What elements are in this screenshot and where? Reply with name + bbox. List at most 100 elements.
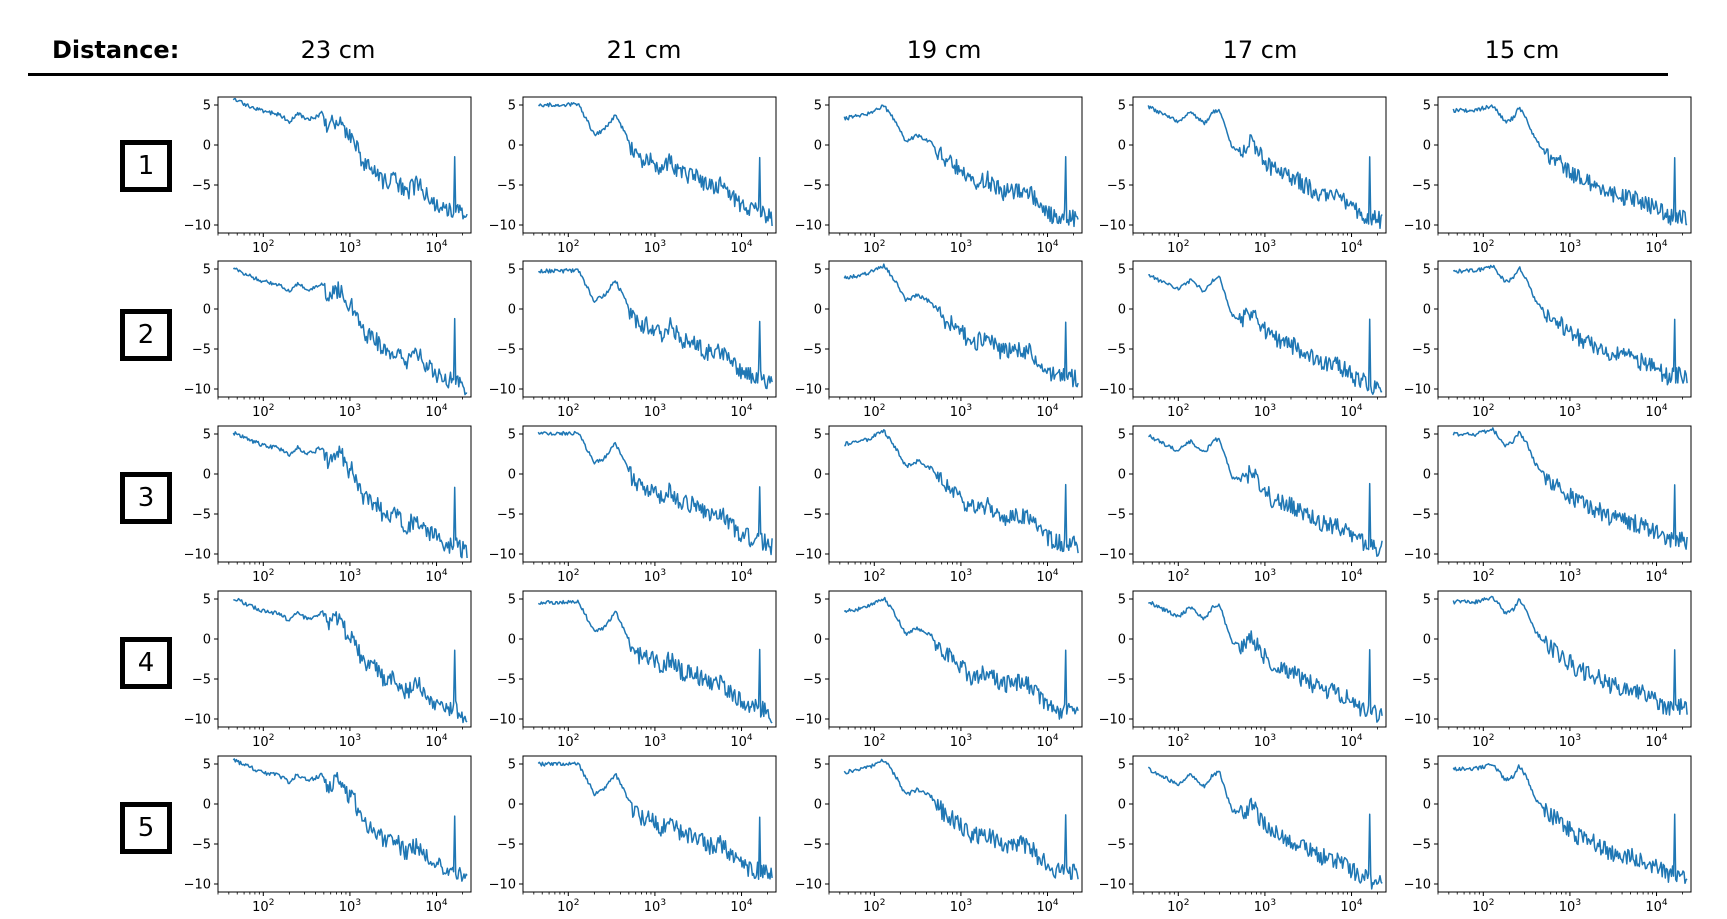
row-label-5: 5: [120, 802, 172, 854]
y-tick-label: −10: [489, 713, 516, 728]
x-tick-label: 103: [644, 403, 666, 420]
x-tick-label: 103: [644, 239, 666, 256]
y-tick-label: 0: [1118, 798, 1126, 813]
y-tick-label: −10: [184, 878, 211, 893]
axes-frame: [1437, 425, 1692, 563]
y-tick-label: 5: [814, 428, 822, 443]
axes-frame: [828, 96, 1083, 234]
spectrum-line: [843, 758, 1079, 880]
y-tick-label: 0: [508, 798, 516, 813]
x-tick-label: 102: [863, 403, 885, 420]
spectrum-line: [1452, 595, 1688, 716]
subplot-r5-c5: 5 0 −5 −10 102 103 104: [1404, 755, 1692, 915]
x-tick-label: 103: [339, 568, 361, 585]
y-tick-label: 5: [814, 99, 822, 114]
y-tick-label: 5: [508, 428, 516, 443]
y-tick-label: 5: [1423, 263, 1431, 278]
y-tick-label: 5: [508, 99, 516, 114]
x-tick-label: 103: [644, 733, 666, 750]
y-tick-label: −5: [1107, 343, 1126, 358]
x-tick-label: 102: [1167, 403, 1189, 420]
axes-frame: [1437, 590, 1692, 728]
spectrum-line: [232, 431, 468, 559]
x-tick-label: 104: [1340, 239, 1363, 256]
spectrum-line: [1148, 601, 1383, 723]
x-tick-label: 102: [863, 239, 885, 256]
x-tick-label: 102: [1167, 898, 1189, 915]
y-tick-label: −10: [1099, 383, 1126, 398]
y-tick-label: 0: [203, 139, 211, 154]
x-tick-label: 104: [1340, 898, 1363, 915]
axes-frame: [217, 590, 472, 728]
y-tick-label: 0: [1423, 633, 1431, 648]
spectrum-line: [537, 599, 773, 724]
y-tick-label: −10: [1099, 713, 1126, 728]
subplot-r5-c4: 5 0 −5 −10 102 103 104: [1099, 755, 1387, 915]
distance-label: Distance:: [52, 36, 180, 64]
y-tick-label: −5: [1412, 508, 1431, 523]
spectrum-line: [843, 104, 1079, 228]
y-tick-label: −5: [1412, 838, 1431, 853]
spectrum-line: [538, 268, 773, 390]
x-tick-label: 104: [1036, 239, 1059, 256]
x-tick-label: 104: [1036, 403, 1059, 420]
x-tick-label: 103: [950, 403, 972, 420]
column-title-3: 19 cm: [906, 36, 982, 64]
x-tick-label: 103: [644, 568, 666, 585]
axes-frame: [522, 260, 777, 398]
y-tick-label: 0: [1423, 798, 1431, 813]
y-tick-label: 5: [1423, 99, 1431, 114]
y-tick-label: −5: [192, 343, 211, 358]
axes-frame: [217, 260, 472, 398]
y-tick-label: 0: [203, 468, 211, 483]
x-tick-label: 103: [950, 239, 972, 256]
x-tick-label: 104: [1645, 898, 1668, 915]
y-tick-label: 0: [1118, 468, 1126, 483]
x-tick-label: 102: [1472, 733, 1494, 750]
spectrum-line: [538, 102, 773, 227]
spectrum-line: [844, 429, 1079, 554]
axes-frame: [1132, 425, 1387, 563]
y-tick-label: 5: [508, 263, 516, 278]
subplot-r2-c4: 5 0 −5 −10 102 103 104: [1099, 260, 1387, 420]
axes-frame: [828, 425, 1083, 563]
x-tick-label: 103: [644, 898, 666, 915]
axes-frame: [1132, 590, 1387, 728]
column-title-4: 17 cm: [1222, 36, 1298, 64]
y-tick-label: 0: [203, 633, 211, 648]
y-tick-label: 0: [508, 139, 516, 154]
spectrum-line: [1452, 104, 1688, 226]
subplot-r1-c4: 5 0 −5 −10 102 103 104: [1099, 96, 1387, 256]
x-tick-label: 102: [1472, 568, 1494, 585]
spectrum-line: [1452, 264, 1688, 386]
y-tick-label: 5: [814, 263, 822, 278]
y-tick-label: −10: [795, 219, 822, 234]
x-tick-label: 104: [1340, 403, 1363, 420]
y-tick-label: −10: [184, 548, 211, 563]
axes-frame: [1437, 96, 1692, 234]
column-title-5: 15 cm: [1484, 36, 1560, 64]
y-tick-label: 0: [1423, 303, 1431, 318]
x-tick-label: 102: [1167, 239, 1189, 256]
x-tick-label: 103: [1254, 568, 1276, 585]
y-tick-label: 5: [203, 758, 211, 773]
spectrum-line: [232, 97, 468, 220]
y-tick-label: −10: [1099, 219, 1126, 234]
x-tick-label: 103: [1254, 239, 1276, 256]
y-tick-label: 0: [814, 633, 822, 648]
y-tick-label: −10: [489, 219, 516, 234]
y-tick-label: −10: [795, 383, 822, 398]
y-tick-label: 0: [508, 633, 516, 648]
subplot-r2-c1: 5 0 −5 −10 102 103 104: [184, 260, 472, 420]
axes-frame: [1437, 260, 1692, 398]
x-tick-label: 102: [557, 898, 579, 915]
y-tick-label: 0: [814, 468, 822, 483]
x-tick-label: 102: [557, 733, 579, 750]
y-tick-label: −10: [1404, 548, 1431, 563]
x-tick-label: 104: [1645, 733, 1668, 750]
y-tick-label: −10: [1404, 713, 1431, 728]
x-tick-label: 103: [339, 403, 361, 420]
y-tick-label: −10: [1404, 219, 1431, 234]
y-tick-label: 5: [1423, 758, 1431, 773]
